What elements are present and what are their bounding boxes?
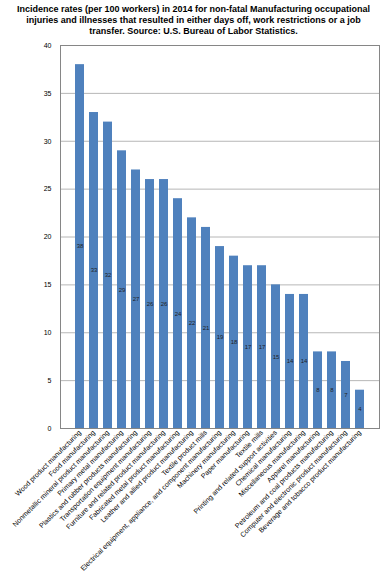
svg-text:Miscellaneous manufacturing: Miscellaneous manufacturing <box>237 428 307 498</box>
svg-text:Computer and electronic produc: Computer and electronic product manufact… <box>239 429 349 539</box>
svg-text:Paper manufacturing: Paper manufacturing <box>199 428 251 480</box>
svg-text:5: 5 <box>48 377 52 384</box>
svg-text:21: 21 <box>203 325 210 331</box>
svg-text:4: 4 <box>358 406 362 412</box>
svg-text:Petroleum and coal products ma: Petroleum and coal products manufacturin… <box>234 429 335 530</box>
svg-text:25: 25 <box>44 185 52 192</box>
svg-text:35: 35 <box>44 90 52 97</box>
svg-text:15: 15 <box>44 281 52 288</box>
svg-text:17: 17 <box>245 344 252 350</box>
svg-text:7: 7 <box>344 392 348 398</box>
svg-text:Chemical manufacturing: Chemical manufacturing <box>234 428 293 488</box>
svg-text:Fabricated metal product manuf: Fabricated metal product manufacturing <box>88 429 181 522</box>
svg-text:19: 19 <box>217 334 224 340</box>
svg-text:27: 27 <box>133 296 140 302</box>
svg-text:Textile product mills: Textile product mills <box>160 428 209 477</box>
svg-text:14: 14 <box>301 358 308 364</box>
svg-text:Primary metal manufacturing: Primary metal manufacturing <box>56 428 125 498</box>
svg-text:Machinery manufacturing: Machinery manufacturing <box>175 428 237 490</box>
svg-text:17: 17 <box>259 344 266 350</box>
svg-text:26: 26 <box>147 301 154 307</box>
svg-text:32: 32 <box>105 272 112 278</box>
html-text:Incidence rates (per 100 worke: Incidence rates (per 100 workers) in 201… <box>17 4 370 36</box>
svg-text:Plastics and rubber products m: Plastics and rubber products manufacturi… <box>37 428 139 530</box>
svg-text:24: 24 <box>175 311 182 317</box>
svg-text:22: 22 <box>189 320 196 326</box>
svg-text:Furniture and related product: Furniture and related product manufactur… <box>65 429 167 531</box>
svg-text:Food manufacturing: Food manufacturing <box>47 428 97 478</box>
svg-text:Printing and related support a: Printing and related support activities <box>192 428 279 515</box>
svg-text:Beverage and tobacco product m: Beverage and tobacco product manufacturi… <box>257 429 363 535</box>
svg-text:Textile mills: Textile mills <box>234 428 265 460</box>
svg-text:26: 26 <box>161 301 168 307</box>
svg-text:Leather and allied product man: Leather and allied product manufacturing <box>99 429 195 525</box>
svg-text:18: 18 <box>231 339 238 345</box>
svg-text:Nonmetallic mineral product ma: Nonmetallic mineral product manufacturin… <box>11 428 111 528</box>
svg-text:Transportation equipment manuf: Transportation equipment manufacturing <box>58 428 153 523</box>
svg-text:Wood product manufacturing: Wood product manufacturing <box>13 428 83 498</box>
svg-text:Electrical equipment, applianc: Electrical equipment, appliance, and com… <box>79 428 223 572</box>
svg-text:40: 40 <box>44 42 52 49</box>
svg-text:8: 8 <box>330 387 334 393</box>
svg-text:0: 0 <box>48 425 52 432</box>
svg-text:33: 33 <box>91 267 98 273</box>
svg-text:Apparel manufacturing: Apparel manufacturing <box>265 428 321 484</box>
svg-text:8: 8 <box>316 387 320 393</box>
svg-text:10: 10 <box>44 329 52 336</box>
svg-text:20: 20 <box>44 233 52 240</box>
svg-text:30: 30 <box>44 137 52 144</box>
svg-text:38: 38 <box>77 243 84 249</box>
svg-text:15: 15 <box>273 354 280 360</box>
svg-text:14: 14 <box>287 358 294 364</box>
svg-text:29: 29 <box>119 287 126 293</box>
